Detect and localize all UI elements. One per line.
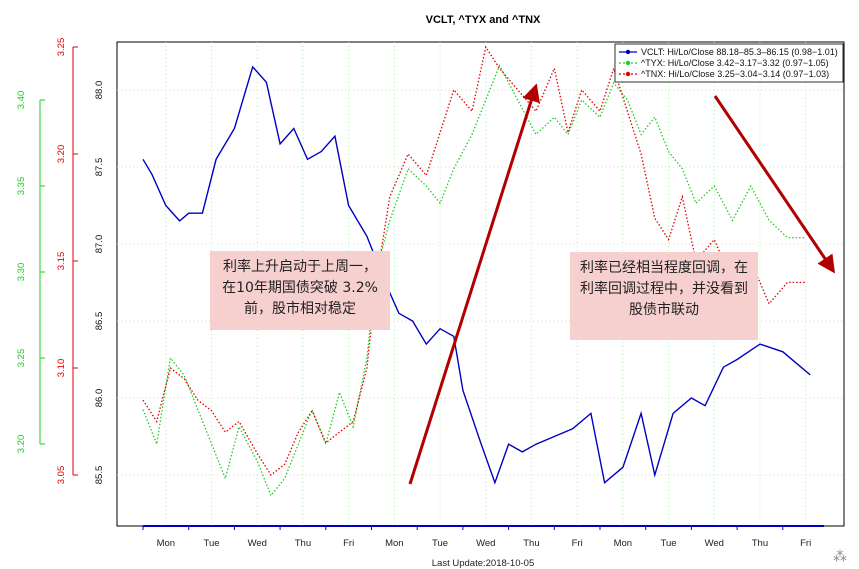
tnx-legend-label: ^TNX: Hi/Lo/Close 3.25−3.04−3.14 (0.97−1…	[641, 69, 829, 79]
x-tick-label: Thu	[523, 538, 539, 549]
x-tick-label: Wed	[248, 538, 267, 549]
annotation-right: 利率已经相当程度回调，在利率回调过程中，并没看到股债市联动	[570, 252, 758, 340]
tyx-tick-label: 3.20	[16, 435, 27, 454]
down-trend-arrow	[713, 95, 836, 274]
tyx-series-line	[142, 64, 806, 497]
x-tick-label: Mon	[157, 538, 175, 549]
x-tick-label: Thu	[752, 538, 768, 549]
last-update-footer: Last Update:2018-10-05	[432, 558, 534, 569]
chart-title: VCLT, ^TYX and ^TNX	[426, 14, 541, 26]
axes-layer: Mon Tue Wed Thu Fri Mon Tue Wed Thu Fri Mon Tue Wed T…	[16, 38, 824, 549]
x-tick-label: Mon	[385, 538, 403, 549]
vclt-tick-label: 88.0	[94, 81, 105, 100]
tyx-tick-label: 3.30	[16, 263, 27, 282]
x-tick-label: Fri	[800, 538, 811, 549]
tnx-tick-label: 3.05	[56, 466, 67, 485]
vclt-tick-label: 86.0	[94, 389, 105, 408]
vclt-legend-label: VCLT: Hi/Lo/Close 88.18–85.3–86.15 (0.98…	[641, 47, 838, 57]
x-tick-label: Wed	[476, 538, 495, 549]
gridlines	[117, 42, 844, 526]
x-tick-label: Tue	[204, 538, 220, 549]
tnx-tick-label: 3.10	[56, 359, 67, 378]
tyx-legend-label: ^TYX: Hi/Lo/Close 3.42−3.17−3.32 (0.97−1…	[641, 58, 829, 68]
vclt-tick-label: 87.0	[94, 235, 105, 254]
x-tick-label: Fri	[572, 538, 583, 549]
x-tick-label: Fri	[343, 538, 354, 549]
corner-grid-icon: ⁂	[833, 548, 847, 564]
legend-box	[614, 43, 844, 83]
x-tick-label: Wed	[705, 538, 724, 549]
trend-arrows	[408, 83, 836, 485]
vclt-tick-label: 85.5	[94, 466, 105, 485]
x-tick-label: Tue	[432, 538, 448, 549]
legend: VCLT: Hi/Lo/Close 88.18–85.3–86.15 (0.98…	[614, 43, 844, 83]
up-trend-arrow	[408, 83, 540, 485]
vclt-tick-label: 87.5	[94, 158, 105, 177]
vclt-series-line	[142, 65, 811, 485]
tnx-legend-marker	[625, 71, 631, 77]
tyx-tick-label: 3.25	[16, 349, 27, 368]
tnx-series-line	[142, 45, 806, 476]
x-tick-label: Thu	[295, 538, 311, 549]
series-layer	[142, 45, 811, 497]
x-tick-label: Mon	[614, 538, 632, 549]
vclt-legend-marker	[625, 49, 631, 55]
tyx-tick-label: 3.40	[16, 91, 27, 110]
tnx-tick-label: 3.20	[56, 145, 67, 164]
tnx-tick-label: 3.25	[56, 38, 67, 57]
tnx-tick-label: 3.15	[56, 252, 67, 271]
annotation-left: 利率上升启动于上周一，在10年期国债突破 3.2%前，股市相对稳定	[210, 251, 390, 330]
x-tick-label: Tue	[661, 538, 677, 549]
tyx-legend-marker	[625, 60, 631, 66]
tyx-tick-label: 3.35	[16, 177, 27, 196]
vclt-tick-label: 86.5	[94, 312, 105, 331]
